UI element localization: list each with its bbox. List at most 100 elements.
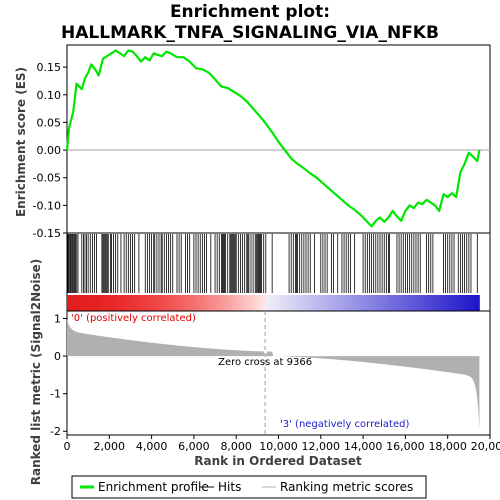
color-bar-segment [242,295,247,311]
color-bar-segment [286,295,291,311]
color-bar-segment [159,295,164,311]
x-tick-label: 8,000 [220,440,252,453]
legend-label: Hits [218,480,241,494]
color-bar-segment [403,295,408,311]
zero-cross-label: Zero cross at 9366 [218,357,312,368]
chart-title-line-2: HALLMARK_TNFA_SIGNALING_VIA_NFKB [61,23,439,43]
color-bar-segment [393,295,398,311]
color-bar-segment [304,295,308,311]
color-bar-segment [173,295,178,311]
color-bar-segment [300,295,305,311]
color-bar-segment [317,295,322,311]
color-bar-segment [438,295,443,311]
color-bar-segment [290,295,295,311]
color-bar-segment [462,295,467,311]
color-bar-segment [108,295,113,311]
color-bar-segment [372,295,377,311]
color-bar-segment [249,295,253,311]
color-bar-segment [156,295,161,311]
color-bar-segment [414,295,418,311]
legend-box [71,475,427,499]
x-tick-label: 2,000 [94,440,126,453]
color-bar-segment [77,295,82,311]
color-bar-segment [67,295,71,311]
x-tick-label: 10,000 [259,440,298,453]
color-bar-segment [183,295,188,311]
es-y-tick-label: -0.10 [33,199,61,212]
color-bar-segment [176,295,181,311]
color-bar-segment [211,295,216,311]
color-bar-segment [132,295,137,311]
color-bar-segment [228,295,233,311]
color-bar-segment [152,295,157,311]
color-bar-segment [396,295,401,311]
color-bar-segment [80,295,85,311]
color-bar-segment [142,295,147,311]
es-y-tick-label: 0.00 [37,144,62,157]
color-bar-segment [297,295,302,311]
color-bar-segment [235,295,240,311]
metric-panel-frame [66,310,491,436]
color-bar-segment [321,295,326,311]
color-bar-segment [273,295,278,311]
color-bar-segment [469,295,473,311]
color-bar-segment [266,295,271,311]
negative-correlation-label: '3' (negatively correlated) [280,419,409,430]
color-bar-segment [149,295,154,311]
color-bar-segment [345,295,350,311]
hits-ticks [67,234,478,293]
color-bar-segment [70,295,75,311]
color-bar-segment [293,295,298,311]
x-tick-label: 16,000 [386,440,425,453]
color-bar-segment [118,295,123,311]
x-tick-label: 18,000 [428,440,467,453]
color-bar-segment [252,295,257,311]
x-tick-label: 12,000 [302,440,341,453]
metric-y-tick-label: -2 [50,425,61,438]
color-bar-segment [348,295,353,311]
color-bar-segment [359,295,363,311]
color-bar-segment [84,295,89,311]
color-bar-segment [448,295,453,311]
color-bar-segment [369,295,374,311]
positive-correlation-label: '0' (positively correlated) [71,313,196,324]
color-bar-segment [366,295,370,311]
es-panel-frame [66,44,491,234]
color-bar-segment [121,295,126,311]
x-axis: 0 2,000 4,000 6,000 8,000 10,000 12,000 14,000 1… [64,435,500,453]
color-bar-segment [256,295,260,311]
color-bar-segment [355,295,360,311]
color-bar-segment [331,295,336,311]
metric-y-axis: 1 0 -1 -2 [50,313,67,438]
color-bar-segment [269,295,274,311]
color-bar-segment [218,295,223,311]
color-bar-segment [91,295,95,311]
color-bar-segment [170,295,174,311]
es-y-axis-label: Enrichment score (ES) [14,67,28,217]
color-bar-segment [465,295,470,311]
color-bar-segment [458,295,463,311]
color-bar-segment [180,295,185,311]
color-bar-segment [420,295,425,311]
x-tick-label: 4,000 [136,440,168,453]
color-bar-segment [231,295,236,311]
color-bar-segment [73,295,78,311]
color-bar-segment [201,295,205,311]
color-bar-segment [139,295,144,311]
color-bar-segment [475,295,480,311]
color-bar-segment [338,295,343,311]
color-bar-segment [111,295,116,311]
color-bar-segment [341,295,346,311]
legend-label: Enrichment profile [98,480,209,494]
es-y-axis: 0.15 0.10 0.05 0.00 -0.05 -0.10 -0.15 [33,61,67,240]
color-bar-segment [214,295,219,311]
es-y-tick-label: -0.05 [33,172,61,185]
color-bar-segment [417,295,422,311]
color-bar-segment [259,295,264,311]
color-bar-segment [190,295,195,311]
metric-y-tick-label: 0 [54,350,61,363]
color-bar-segment [335,295,339,311]
color-bar-segment [207,295,212,311]
color-bar-segment [194,295,199,311]
